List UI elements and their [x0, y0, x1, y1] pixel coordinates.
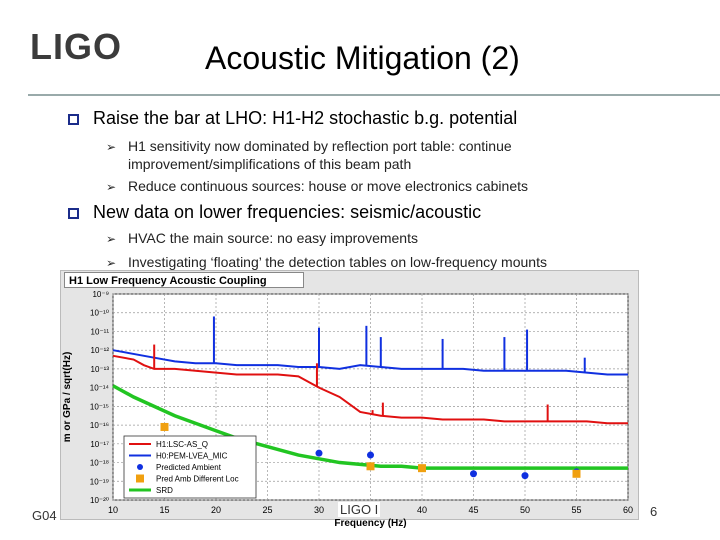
bullet-2: New data on lower frequencies: seismic/a… [68, 202, 481, 223]
sub-bullet-1-1-text: H1 sensitivity now dominated by reflecti… [128, 138, 512, 154]
square-bullet-icon [68, 114, 79, 125]
title-rule [28, 94, 720, 96]
sub-bullet-2-1-text: HVAC the main source: no easy improvemen… [128, 230, 418, 246]
footer-page-number: 6 [650, 504, 658, 519]
bullet-1-text: Raise the bar at LHO: H1-H2 stochastic b… [93, 108, 518, 128]
sub-bullet-1-2: ➢ Reduce continuous sources: house or mov… [106, 178, 528, 196]
bullet-1: Raise the bar at LHO: H1-H2 stochastic b… [68, 108, 517, 129]
chart-panel [60, 270, 639, 520]
arrow-bullet-icon: ➢ [106, 256, 117, 270]
square-bullet-icon [68, 208, 79, 219]
footer-center: LIGO I [338, 502, 381, 517]
arrow-bullet-icon: ➢ [106, 232, 117, 246]
arrow-bullet-icon: ➢ [106, 180, 117, 194]
bullet-2-text: New data on lower frequencies: seismic/a… [93, 202, 482, 222]
sub-bullet-1-2-text: Reduce continuous sources: house or move… [128, 178, 528, 194]
footer-left: G04 [32, 508, 57, 523]
sub-bullet-1-1-text-cont: improvement/simplifications of this beam… [128, 156, 412, 172]
sub-bullet-2-2: ➢ Investigating ‘floating’ the detection … [106, 254, 547, 272]
sub-bullet-2-1: ➢ HVAC the main source: no easy improveme… [106, 230, 418, 248]
ligo-logo: LIGO [30, 26, 122, 67]
sub-bullet-2-2-text: Investigating ‘floating’ the detection t… [128, 254, 547, 270]
chart-title: H1 Low Frequency Acoustic Coupling [64, 272, 304, 288]
slide-title: Acoustic Mitigation (2) [205, 40, 520, 76]
sub-bullet-1-1: ➢ H1 sensitivity now dominated by reflect… [106, 138, 512, 173]
arrow-bullet-icon: ➢ [106, 140, 117, 154]
